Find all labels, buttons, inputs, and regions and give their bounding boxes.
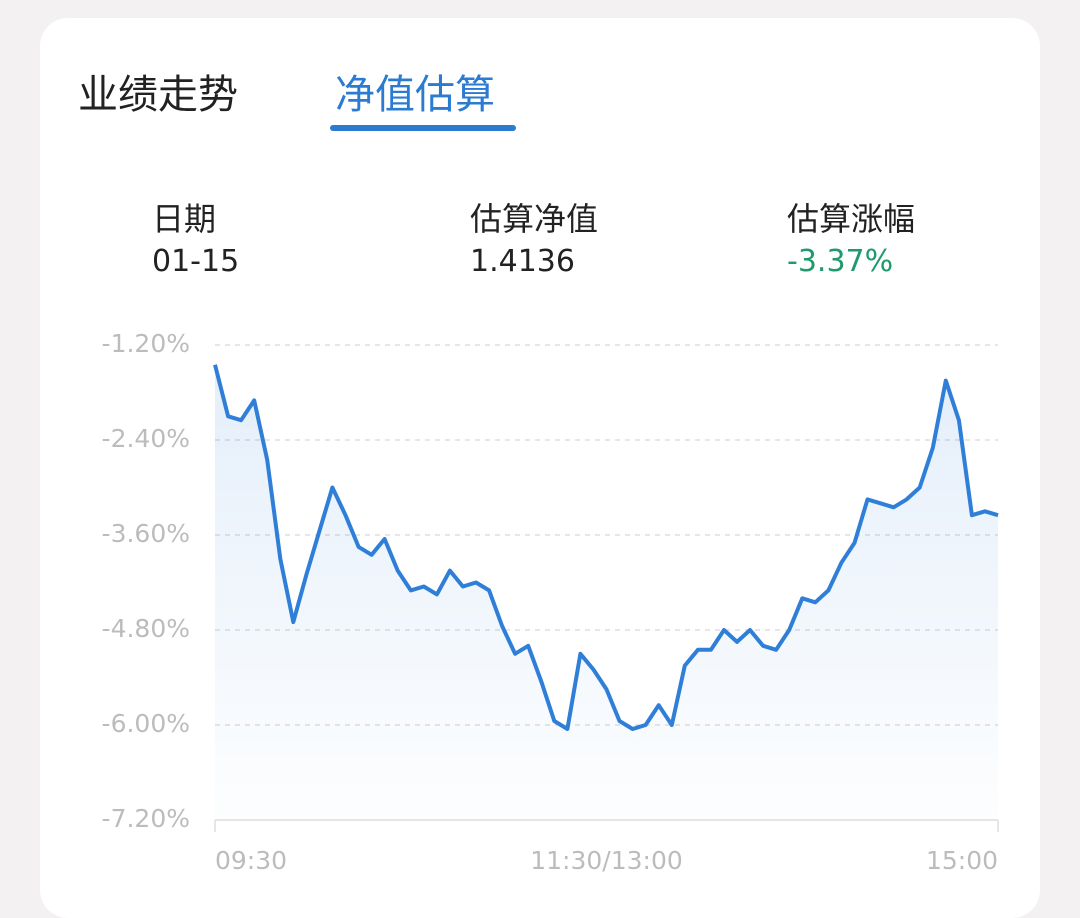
stat-value: 1.4136 [470,244,575,279]
stat-value: -3.37% [787,244,894,279]
chart: -1.20% -2.40% -3.60% -4.80% -6.00% -7.20% 09:3… [102,329,999,875]
stat-value: 01-15 [152,244,240,279]
y-tick-label: -7.20% [102,804,190,833]
tab[interactable]: 业绩走势 [78,72,238,118]
stat-label: 估算净值 [470,200,599,238]
x-tick-label: 11:30/13:00 [530,846,683,875]
line [213,364,999,731]
stat-label: 估算涨幅 [787,200,916,238]
y-tick-label: -4.80% [102,614,190,643]
page: 业绩走势 净值估算 日期 01-15 估算净值 1.4136 估算涨幅 -3.3… [40,18,1040,918]
tab-underline [330,125,516,131]
tab[interactable]: 净值估算 [335,72,495,118]
y-tick-label: -1.20% [102,329,190,358]
y-tick-label: -2.40% [102,424,190,453]
y-tick-label: -3.60% [102,519,190,548]
y-tick-label: -6.00% [102,709,190,738]
x-tick-label: 15:00 [926,846,998,875]
stat-label: 日期 [152,200,217,238]
area [215,364,998,820]
x-tick-label: 09:30 [215,846,287,875]
